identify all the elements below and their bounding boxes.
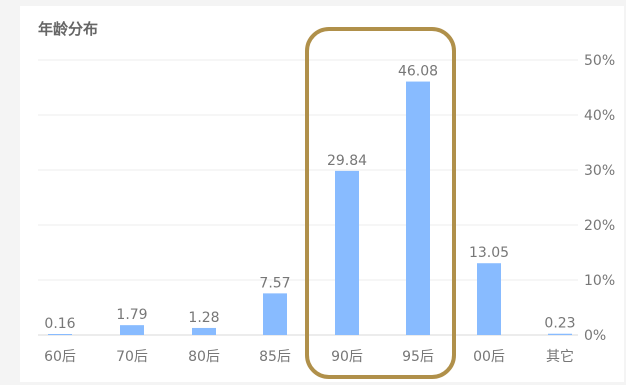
y-tick-label: 20% [584,218,615,234]
highlight-box [305,27,456,379]
bar [477,263,501,335]
bar [548,333,572,335]
bar-value-label: 1.28 [188,310,219,326]
x-tick-label: 70后 [116,349,148,365]
x-tick-label: 60后 [44,349,76,365]
bar [335,170,359,335]
bar [120,325,144,335]
bar-value-label: 1.79 [116,307,147,323]
y-tick-label: 40% [584,108,615,124]
y-tick-label: 30% [584,163,615,179]
bar [406,81,430,335]
x-tick-label: 95后 [402,349,434,365]
bar [263,293,287,335]
bar-value-label: 13.05 [469,245,509,261]
y-tick-label: 50% [584,53,615,69]
bar [192,327,216,335]
y-tick-label: 10% [584,273,615,289]
bar-value-label: 46.08 [398,64,438,80]
bar-value-label: 0.16 [44,316,75,332]
x-tick-label: 85后 [259,349,291,365]
chart-card [20,6,624,382]
y-tick-label: 0% [584,328,606,344]
x-tick-label: 其它 [546,348,574,365]
x-tick-label: 90后 [331,349,363,365]
x-tick-label: 80后 [188,349,220,365]
bar [48,334,72,335]
bar-value-label: 0.23 [544,316,575,332]
x-tick-label: 00后 [473,349,505,365]
bar-value-label: 29.84 [327,153,367,169]
bar-value-label: 7.57 [259,275,290,291]
chart-title: 年龄分布 [38,20,99,38]
